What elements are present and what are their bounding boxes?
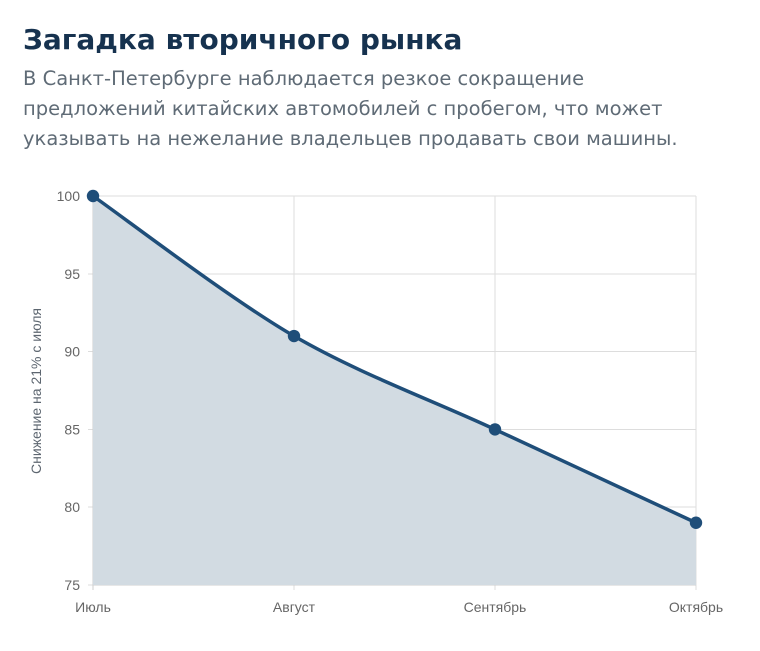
data-point — [86, 189, 100, 203]
y-tick-label: 85 — [64, 421, 80, 437]
x-tick-label: Июль — [75, 599, 111, 615]
y-tick-label: 75 — [64, 577, 80, 593]
y-tick-label: 90 — [64, 344, 80, 360]
x-axis-ticks: Июль Август Сентябрь Октябрь — [75, 599, 723, 615]
chart-title: Загадка вторичного рынка — [23, 23, 463, 56]
area-layer — [93, 196, 696, 585]
data-point — [488, 423, 502, 436]
x-tick-label: Сентябрь — [464, 599, 527, 615]
x-tick-label: Август — [273, 599, 316, 615]
series-line — [91, 194, 698, 525]
y-axis-label: Снижение на 21% с июля — [28, 308, 44, 474]
data-point — [689, 516, 703, 529]
y-tick-label: 95 — [64, 266, 80, 282]
y-tick-label: 100 — [57, 188, 81, 204]
line-layer — [91, 194, 698, 525]
point-layer — [86, 189, 703, 529]
data-point — [287, 329, 301, 343]
series-area-fill — [93, 196, 696, 585]
x-tick-label: Октябрь — [669, 599, 723, 615]
chart-subtitle: В Санкт-Петербурге наблюдается резкое со… — [23, 67, 678, 150]
y-tick-label: 80 — [64, 499, 80, 515]
y-axis-ticks: 75 80 85 90 95 100 — [57, 188, 81, 593]
